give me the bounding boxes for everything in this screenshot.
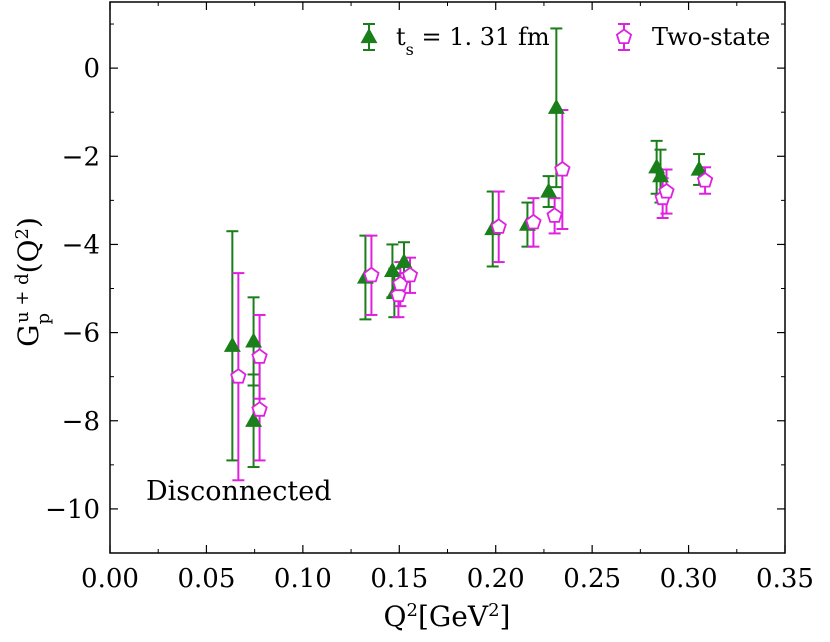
data-point-pentagon xyxy=(401,266,419,283)
y-tick-labels: 0 −2 −4 −6 −8 −10 xyxy=(45,54,100,525)
data-markers xyxy=(223,98,714,427)
data-point-pentagon xyxy=(696,171,714,188)
data-point-pentagon xyxy=(251,348,268,364)
y-tick-label: −4 xyxy=(62,230,100,260)
x-tick-label: 0.10 xyxy=(274,564,332,594)
x-tick-label: 0.25 xyxy=(563,564,621,594)
legend: ts = 1. 31 fm Two-state xyxy=(360,23,770,59)
x-tick-label: 0.35 xyxy=(756,564,814,594)
data-point-pentagon xyxy=(658,182,675,199)
data-point-pentagon xyxy=(554,160,571,177)
y-axis-title: Gpu + d(Q2) xyxy=(12,217,54,347)
legend-marker-triangle xyxy=(360,27,378,44)
data-point-triangle xyxy=(245,411,263,427)
legend-label-two-state: Two-state xyxy=(652,23,770,51)
data-point-triangle xyxy=(540,182,558,198)
data-point-triangle xyxy=(383,261,401,277)
data-point-pentagon xyxy=(546,207,563,223)
y-tick-label: −6 xyxy=(62,319,100,349)
data-point-triangle xyxy=(395,253,413,269)
data-point-triangle xyxy=(652,167,669,183)
legend-label-ts: ts = 1. 31 fm xyxy=(396,23,550,59)
data-point-pentagon xyxy=(363,266,380,283)
x-tick-label: 0.20 xyxy=(467,564,525,594)
data-point-pentagon xyxy=(490,218,507,234)
legend-entry-two-state: Two-state xyxy=(615,23,770,51)
x-tick-label: 0.05 xyxy=(177,564,235,594)
legend-entry-ts: ts = 1. 31 fm xyxy=(360,23,550,59)
data-point-triangle xyxy=(690,160,708,176)
data-point-triangle xyxy=(245,332,263,348)
x-tick-label: 0.00 xyxy=(81,564,139,594)
y-tick-label: −2 xyxy=(62,142,100,172)
y-tick-label: −8 xyxy=(62,407,100,437)
axis-ticks xyxy=(109,2,786,554)
annotation-disconnected: Disconnected xyxy=(146,476,332,507)
y-tick-label: −10 xyxy=(45,495,100,525)
x-tick-labels: 0.00 0.05 0.10 0.15 0.20 0.25 0.30 0.35 xyxy=(81,564,814,594)
x-tick-label: 0.15 xyxy=(370,564,428,594)
y-tick-label: 0 xyxy=(83,54,100,84)
data-point-triangle xyxy=(547,98,565,114)
x-axis-title: Q2[GeV2] xyxy=(384,600,511,634)
data-point-pentagon xyxy=(525,213,542,230)
data-point-pentagon xyxy=(251,401,268,417)
data-point-triangle xyxy=(223,336,241,352)
plot-area xyxy=(109,1,786,554)
legend-marker-pentagon xyxy=(615,28,633,44)
data-point-pentagon xyxy=(230,368,247,384)
x-tick-label: 0.30 xyxy=(660,564,718,594)
error-bars xyxy=(226,27,712,482)
